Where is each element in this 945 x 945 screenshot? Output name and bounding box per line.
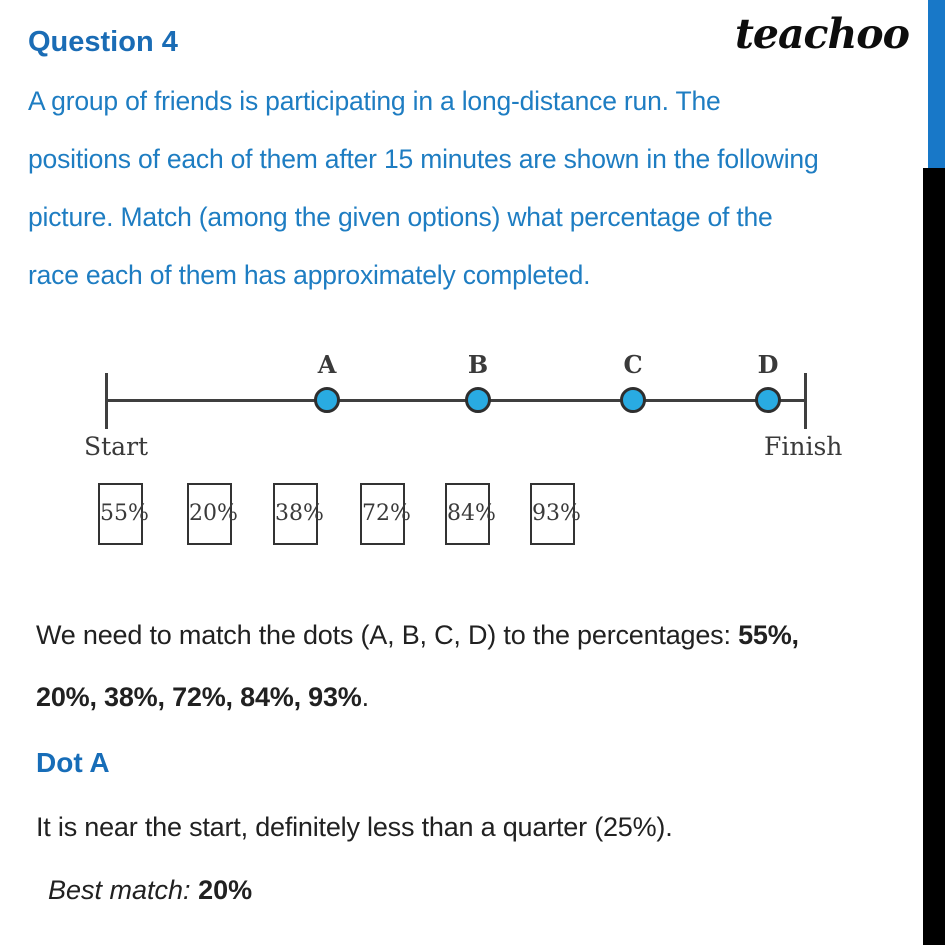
solution-intro-bold-first: 55%, [738, 620, 799, 650]
options-row: 55% 20% 38% 72% 84% 93% [0, 483, 945, 547]
question-line-1: A group of friends is participating in a… [28, 86, 721, 116]
solution-intro-period: . [361, 682, 370, 712]
dot-a-circle [314, 387, 340, 413]
question-line-4: race each of them has approximately comp… [28, 260, 591, 290]
best-match-label: Best match: [48, 875, 199, 905]
option-box-84: 84% [445, 483, 496, 545]
solution-intro-bold-second: 20%, 38%, 72%, 84%, 93% [36, 682, 362, 712]
finish-label: Finish [764, 432, 843, 461]
start-label: Start [84, 432, 149, 461]
dot-b-label: B [467, 350, 489, 379]
right-edge-blue-bar [928, 0, 945, 168]
best-match-line: Best match: 20% [48, 875, 252, 906]
dot-c-label: C [623, 350, 643, 379]
dot-d-circle [755, 387, 781, 413]
dot-c-circle [620, 387, 646, 413]
finish-tick [804, 373, 807, 429]
dot-d-label: D [757, 350, 779, 379]
option-box-20: 20% [187, 483, 238, 545]
option-box-55: 55% [98, 483, 149, 545]
teachoo-logo: teachoo [734, 10, 910, 58]
best-match-value: 20% [198, 875, 253, 905]
question-line-3: picture. Match (among the given options)… [28, 202, 773, 232]
dot-a-label: A [317, 350, 337, 379]
option-box-93: 93% [530, 483, 581, 545]
solution-intro-line-2: 20%, 38%, 72%, 84%, 93%. [36, 682, 369, 713]
option-box-38: 38% [273, 483, 324, 545]
dot-a-analysis: It is near the start, definitely less th… [36, 812, 673, 842]
start-tick [105, 373, 108, 429]
race-number-line-diagram: A B C D Start Finish [0, 340, 945, 480]
dot-a-heading: Dot A [36, 747, 110, 778]
option-box-72: 72% [360, 483, 411, 545]
solution-intro-line-1: We need to match the dots (A, B, C, D) t… [36, 620, 799, 651]
solution-intro-prefix: We need to match the dots (A, B, C, D) t… [36, 620, 739, 650]
dot-b-circle [465, 387, 491, 413]
right-edge-black-bar [923, 168, 945, 945]
question-line-2: positions of each of them after 15 minut… [28, 144, 819, 174]
question-heading: Question 4 [28, 26, 178, 58]
race-line [106, 399, 807, 402]
question-text: A group of friends is participating in a… [28, 72, 938, 304]
